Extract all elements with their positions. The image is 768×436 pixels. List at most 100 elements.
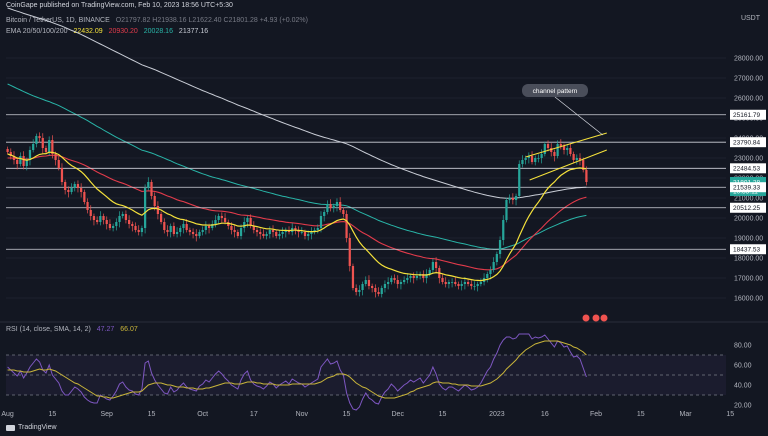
- candle: [361, 281, 364, 296]
- candle: [546, 140, 550, 152]
- candle: [556, 140, 559, 159]
- time-axis[interactable]: Aug 15 Sep 15 Oct 17 Nov 15 Dec 15 2023 16 Feb 15 Mar 1…: [1, 411, 734, 418]
- candle: [51, 135, 54, 159]
- channel-annotation: channel pattern: [522, 84, 588, 97]
- candle: [265, 231, 268, 240]
- price-label-box: [730, 163, 766, 174]
- candle: [406, 273, 409, 284]
- symbol-name[interactable]: Bitcoin / TetherUS, 1D, BINANCE: [6, 17, 110, 24]
- candle: [140, 225, 144, 237]
- candle: [479, 278, 482, 287]
- rsi-label[interactable]: RSI (14, close, SMA, 14, 2): [6, 326, 91, 333]
- candle: [102, 213, 105, 225]
- time-tick-label: 16: [541, 411, 549, 418]
- candle: [236, 229, 239, 239]
- price-axis[interactable]: 16000.00 17000.00 18000.00 19000.00 20000.00…: [730, 56, 766, 410]
- ema100-path: [7, 83, 587, 250]
- time-tick-label: Nov: [296, 411, 309, 418]
- ema200-line: [7, 7, 587, 199]
- candle: [374, 284, 377, 298]
- candle: [502, 215, 505, 246]
- time-tick-label: Mar: [680, 411, 693, 418]
- grid: [6, 57, 726, 299]
- candle: [252, 221, 255, 234]
- candle: [569, 143, 572, 157]
- candle: [425, 269, 428, 284]
- candle: [566, 144, 569, 156]
- candle: [223, 213, 227, 225]
- ema200-path: [7, 7, 587, 199]
- time-tick-label: 15: [726, 411, 734, 418]
- candle: [255, 227, 259, 237]
- candle: [195, 229, 198, 242]
- candle: [460, 280, 463, 291]
- candle: [409, 273, 412, 283]
- candle: [559, 139, 562, 150]
- ema20-path: [7, 151, 587, 282]
- candle: [278, 230, 281, 240]
- candle: [291, 223, 294, 236]
- candle: [108, 219, 112, 231]
- candle: [9, 148, 12, 160]
- candle: [486, 271, 489, 283]
- candle: [457, 281, 460, 290]
- candle: [124, 210, 128, 224]
- ema20-value: 22432.09: [73, 28, 103, 35]
- channel-lower-line[interactable]: [529, 149, 607, 181]
- candle: [444, 277, 447, 288]
- candle: [310, 227, 313, 240]
- time-tick-label: Dec: [392, 411, 405, 418]
- footer-logo[interactable]: TradingView: [6, 424, 57, 431]
- ema-label[interactable]: EMA 20/50/100/200: [6, 28, 68, 35]
- candle: [415, 271, 419, 281]
- candle: [233, 225, 236, 238]
- price-tick-label: 17000.00: [734, 276, 763, 283]
- candle: [521, 155, 524, 168]
- candle: [345, 210, 348, 243]
- candle: [80, 183, 83, 198]
- candle: [131, 221, 134, 232]
- ema-legend: EMA 20/50/100/200 22432.09 20930.20 2002…: [6, 28, 212, 35]
- rsi-tick-label: 40.00: [734, 383, 752, 390]
- candle: [41, 133, 44, 154]
- ema20-line: [7, 151, 587, 282]
- price-chart[interactable]: 16000.00 17000.00 18000.00 19000.00 20000.00…: [0, 0, 768, 420]
- price-label-box: [730, 109, 766, 120]
- candle: [534, 155, 537, 166]
- candle: [431, 258, 435, 274]
- price-tick-label: 19000.00: [734, 236, 763, 243]
- candle: [137, 225, 140, 236]
- candle: [179, 225, 182, 237]
- candle: [28, 146, 32, 166]
- candle: [316, 224, 319, 234]
- candle: [172, 222, 176, 237]
- candle: [438, 265, 441, 284]
- candle: [514, 193, 518, 206]
- candle: [204, 221, 207, 235]
- channel-upper-line[interactable]: [525, 132, 607, 158]
- candle: [495, 251, 498, 266]
- candle: [364, 276, 367, 287]
- candle: [297, 226, 300, 238]
- candle: [166, 225, 169, 237]
- annotation-pointer: [554, 96, 604, 136]
- ohlc-values: O21797.82 H21938.16 L21622.40 C21801.28 …: [115, 17, 308, 24]
- candle: [367, 275, 371, 290]
- annotation-text: channel pattern: [533, 88, 578, 95]
- candle: [83, 189, 86, 205]
- candle: [35, 133, 38, 148]
- rsi-ma-value: 66.07: [120, 326, 138, 333]
- candle: [112, 223, 115, 232]
- candle: [201, 226, 204, 236]
- candle: [121, 211, 124, 219]
- ema50-line: [7, 154, 587, 271]
- candle: [508, 194, 511, 204]
- candle: [32, 139, 35, 153]
- candle: [284, 227, 287, 238]
- time-tick-label: 15: [637, 411, 645, 418]
- candle: [399, 279, 403, 290]
- price-label-text: 20512.25: [733, 205, 760, 212]
- candle: [582, 157, 585, 173]
- publisher-line: CoinGape published on TradingView.com, F…: [6, 2, 233, 9]
- candle: [19, 152, 22, 167]
